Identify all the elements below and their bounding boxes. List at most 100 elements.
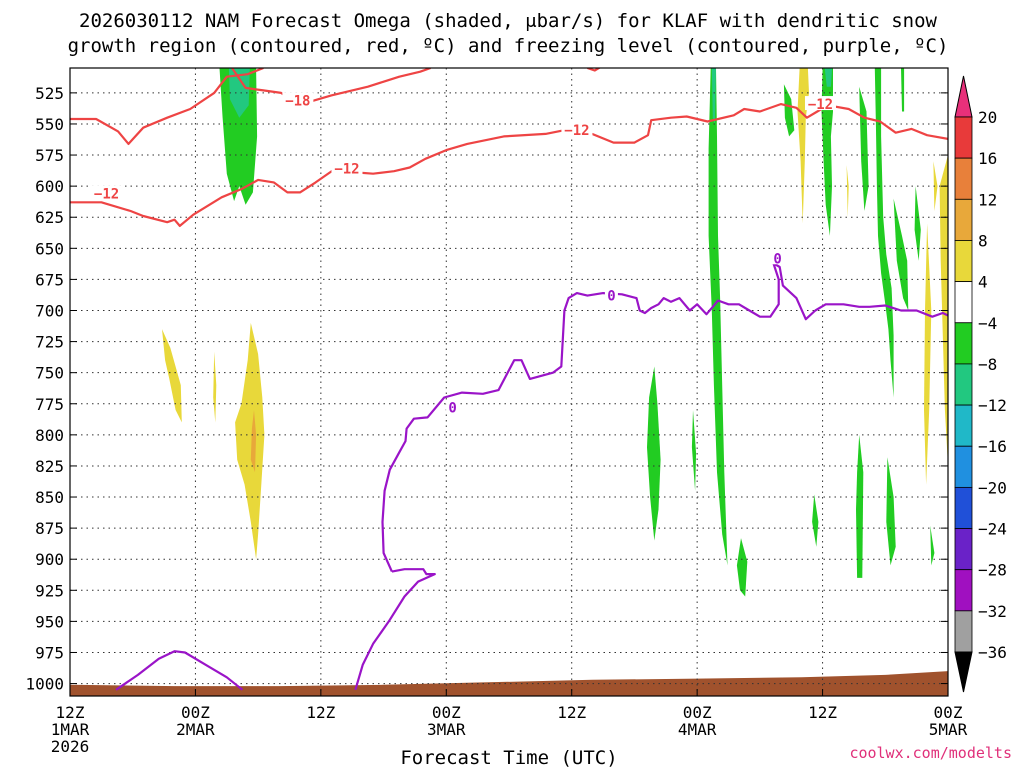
sinking-motion-area-22 (250, 410, 257, 473)
rising-motion-area-10 (824, 68, 832, 87)
plot-contents: −12 −18 −12 −12 −12 0 0 0 (70, 68, 948, 696)
rising-motion-area-3 (691, 410, 697, 491)
colorbar-swatch-9 (954, 445, 973, 488)
x-tick-label-5-1: 4MAR (678, 720, 717, 739)
dendritic-contour-label-2: −12 (334, 162, 359, 178)
colorbar-swatch-7 (954, 363, 973, 406)
sinking-motion-area-25 (933, 161, 938, 211)
x-tick-label-7-1: 5MAR (929, 720, 968, 739)
y-tick-label-19: 1000 (25, 675, 64, 694)
dendritic-contour-label-4: −12 (564, 123, 589, 139)
rising-motion-area-15 (914, 186, 921, 261)
dendritic-label-bg-0 (91, 185, 123, 200)
colorbar-label-0: 20 (978, 108, 997, 127)
rising-motion-area-1 (228, 68, 250, 118)
y-tick-label-4: 625 (35, 208, 64, 227)
colorbar: 20 16 12 8 4 −4 −8 −12 −16 −20 −24 −28 −32 −36 (954, 75, 1007, 693)
sinking-motion-area-26 (924, 223, 932, 485)
rising-motion-area-9 (821, 68, 833, 236)
y-tick-label-14: 875 (35, 519, 64, 538)
colorbar-swatch-6 (954, 322, 973, 365)
colorbar-label-7: −12 (978, 396, 1007, 415)
sinking-motion-area-19 (162, 329, 182, 423)
colorbar-label-13: −36 (978, 643, 1007, 662)
rising-motion-area-11 (859, 86, 869, 211)
rising-motion-area-7 (783, 84, 795, 137)
colorbar-label-2: 12 (978, 190, 997, 209)
rising-motion-area-18 (930, 525, 935, 566)
colorbar-swatch-11 (954, 528, 973, 571)
colorbar-swatch-10 (954, 486, 973, 529)
rising-motion-area-17 (886, 457, 896, 566)
y-tick-label-18: 975 (35, 643, 64, 662)
colorbar-label-4: 4 (978, 273, 988, 292)
x-tick-label-1-1: 2MAR (176, 720, 215, 739)
dendritic-contour-0 (70, 68, 264, 145)
dendritic-contour-2 (70, 102, 948, 227)
y-tick-label-1: 550 (35, 115, 64, 134)
colorbar-swatch-5 (954, 281, 973, 324)
freezing-label-bg-1 (604, 287, 618, 302)
x-tick-label-5-0: 00Z (683, 703, 712, 722)
rising-motion-area-12 (874, 68, 894, 398)
x-tick-label-0-2: 2026 (51, 737, 90, 756)
dendritic-contour-label-1: −18 (285, 93, 310, 109)
colorbar-swatch-13 (954, 610, 973, 653)
y-tick-label-2: 575 (35, 146, 64, 165)
colorbar-cap-high (954, 75, 973, 118)
dendritic-label-bg-1 (282, 92, 314, 107)
colorbar-label-8: −16 (978, 437, 1007, 456)
y-tick-label-11: 800 (35, 426, 64, 445)
y-tick-label-12: 825 (35, 457, 64, 476)
y-tick-label-6: 675 (35, 270, 64, 289)
dendritic-label-bg-2 (331, 160, 363, 175)
y-tick-label-10: 775 (35, 395, 64, 414)
dendritic-contour-5 (587, 68, 602, 72)
colorbar-swatch-4 (954, 240, 973, 283)
freezing-contour-label-2: 0 (773, 251, 781, 267)
sinking-motion-area-20 (213, 351, 217, 423)
plot-frame (69, 67, 949, 697)
rising-motion-area-8 (812, 494, 819, 547)
colorbar-label-12: −32 (978, 602, 1007, 621)
y-tick-label-9: 750 (35, 364, 64, 383)
x-tick-label-6-0: 12Z (808, 703, 837, 722)
rising-motion-area-6 (736, 538, 748, 597)
x-tick-label-2-0: 12Z (306, 703, 335, 722)
y-tick-label-5: 650 (35, 239, 64, 258)
chart-title-line-1: 2026030112 NAM Forecast Omega (shaded, μ… (79, 10, 937, 32)
colorbar-label-1: 16 (978, 149, 997, 168)
rising-motion-area-13 (893, 198, 909, 311)
x-tick-label-4-0: 12Z (557, 703, 586, 722)
plot-area: −12 −18 −12 −12 −12 0 0 0 (69, 67, 949, 697)
dendritic-contour-label-0: −12 (94, 187, 119, 203)
x-axis-label: Forecast Time (UTC) (400, 747, 617, 768)
x-tick-label-0-1: 1MAR (51, 720, 90, 739)
freezing-contour-0 (381, 262, 948, 573)
rising-motion-area-16 (856, 434, 864, 578)
colorbar-swatch-8 (954, 404, 973, 447)
x-tick-label-0-0: 12Z (56, 703, 85, 722)
colorbar-cap-low (954, 651, 973, 693)
credit-text: coolwx.com/modelts (849, 744, 1012, 762)
chart-title-line-2: growth region (contoured, red, ºC) and f… (68, 35, 949, 57)
rising-motion-area-14 (901, 68, 905, 112)
y-tick-label-17: 950 (35, 612, 64, 631)
dendritic-contour-1 (231, 68, 431, 103)
dendritic-label-bg-4 (561, 122, 593, 137)
freezing-label-bg-0 (446, 399, 460, 414)
sinking-motion-area-21 (235, 322, 265, 560)
colorbar-swatch-1 (954, 116, 973, 159)
x-tick-label-1-0: 00Z (181, 703, 210, 722)
x-tick-label-7-0: 00Z (934, 703, 963, 722)
freezing-contour-4 (115, 650, 244, 691)
colorbar-label-3: 8 (978, 231, 988, 250)
x-tick-label-3-0: 00Z (432, 703, 461, 722)
freezing-contour-label-0: 0 (448, 400, 456, 416)
y-tick-label-7: 700 (35, 301, 64, 320)
rising-motion-area-2 (647, 366, 661, 541)
sinking-motion-area-23 (797, 68, 809, 224)
